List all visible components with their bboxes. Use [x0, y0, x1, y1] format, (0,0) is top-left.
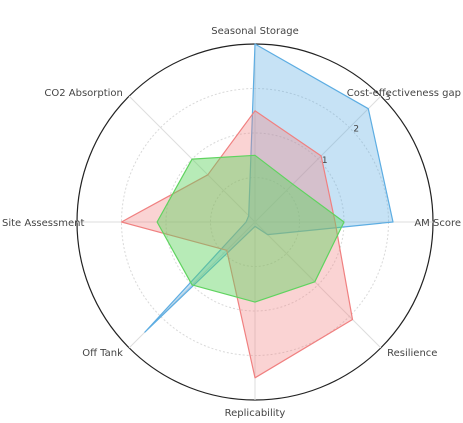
axis-label: AM Score [414, 218, 461, 229]
radar-series [120, 43, 394, 379]
axis-label: Cost-effectiveness gap [347, 88, 461, 99]
radial-tick-label: 1 [322, 156, 328, 166]
series-area-1 [144, 43, 394, 333]
series-area-3 [156, 154, 345, 303]
axis-label: CO2 Absorption [44, 88, 123, 99]
axis-label: Seasonal Storage [211, 26, 299, 37]
radar-spoke [254, 221, 382, 349]
axis-label: Resilience [387, 348, 437, 359]
series-area-2 [120, 110, 354, 379]
axis-labels: 1 2 3 Seasonal Storage Cost-effectiveness ga… [2, 26, 461, 419]
axis-label: Site Assessment [2, 218, 84, 229]
axis-label: Off Tank [82, 348, 123, 359]
radial-tick-label: 2 [353, 125, 359, 135]
axis-label: Replicability [225, 408, 286, 419]
radial-tick-label: 3 [385, 93, 391, 103]
radar-spoke [254, 95, 382, 223]
